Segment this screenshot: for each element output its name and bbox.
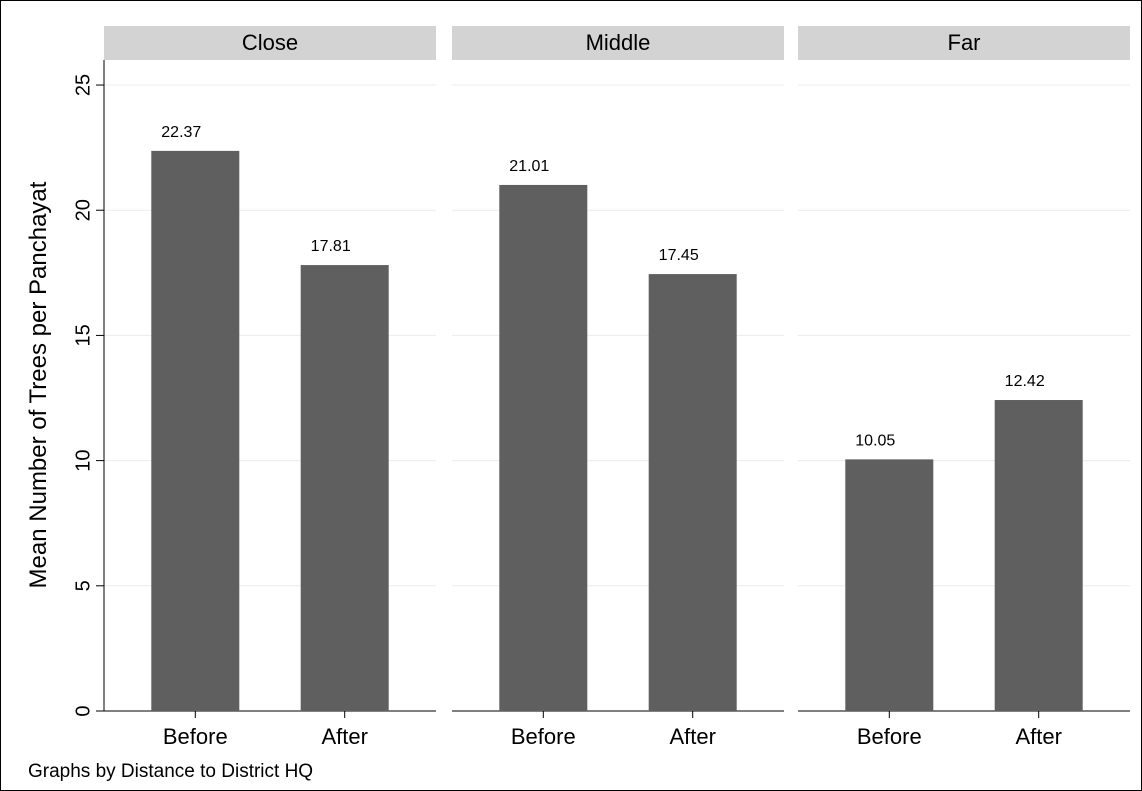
panel-title: Middle [586,30,651,55]
bar-close-before [151,150,240,711]
x-tick-label: Before [857,724,922,749]
x-tick-label: Before [511,724,576,749]
x-tick-label: After [669,724,715,749]
x-tick-label: After [1015,724,1061,749]
data-label: 17.45 [659,247,699,264]
y-tick-label: 20 [72,199,94,221]
bar-middle-after [648,274,737,711]
data-label: 17.81 [311,238,351,255]
y-tick-label: 0 [72,705,94,716]
y-axis-title: Mean Number of Trees per Panchayat [25,181,52,588]
data-label: 12.42 [1005,373,1045,390]
bar-far-before [845,459,934,711]
x-tick-label: After [321,724,367,749]
panel-title: Far [948,30,981,55]
data-label: 22.37 [161,124,201,141]
bar-middle-before [499,184,588,712]
panel-strip-far [798,26,1130,60]
bar-close-after [300,265,389,711]
data-label: 21.01 [509,158,549,175]
panel-strip-middle [452,26,784,60]
y-tick-label: 10 [72,449,94,471]
x-tick-label: Before [163,724,228,749]
y-tick-label: 5 [72,580,94,591]
y-tick-label: 25 [72,74,94,96]
panel-note: Graphs by Distance to District HQ [28,761,314,782]
panel-strip-close [104,26,436,60]
panel-title: Close [242,30,298,55]
data-label: 10.05 [855,432,895,449]
y-tick-label: 15 [72,324,94,346]
bar-far-after [994,400,1083,711]
